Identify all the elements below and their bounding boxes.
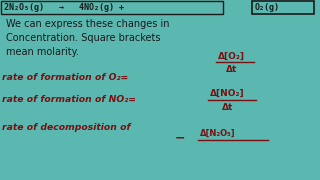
Bar bbox=[252, 1, 314, 14]
Text: rate of decomposition of: rate of decomposition of bbox=[2, 123, 131, 132]
Text: rate of formation of O₂=: rate of formation of O₂= bbox=[2, 73, 128, 82]
Bar bbox=[1, 1, 223, 14]
Text: 2N₂O₅(g)   →   4NO₂(g) +: 2N₂O₅(g) → 4NO₂(g) + bbox=[4, 3, 124, 12]
Text: Δ[O₂]: Δ[O₂] bbox=[218, 51, 245, 60]
Text: −: − bbox=[175, 132, 186, 145]
Text: Δ[NO₂]: Δ[NO₂] bbox=[210, 89, 244, 98]
Text: O₂(g): O₂(g) bbox=[255, 3, 280, 12]
Text: Δt: Δt bbox=[222, 103, 233, 112]
Text: Δ[N₂O₅]: Δ[N₂O₅] bbox=[200, 129, 236, 138]
Text: We can express these changes in: We can express these changes in bbox=[6, 19, 170, 29]
Text: mean molarity.: mean molarity. bbox=[6, 47, 79, 57]
Text: Concentration. Square brackets: Concentration. Square brackets bbox=[6, 33, 161, 43]
Text: Δt: Δt bbox=[226, 66, 237, 75]
Text: rate of formation of NO₂=: rate of formation of NO₂= bbox=[2, 96, 136, 105]
